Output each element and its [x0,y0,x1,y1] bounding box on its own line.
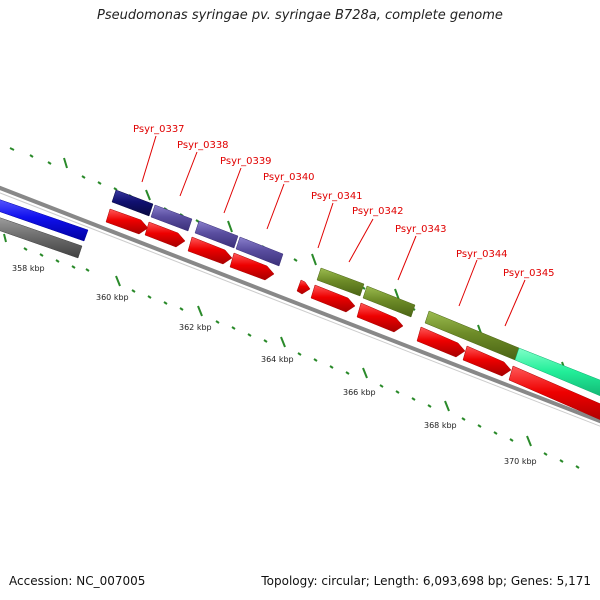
gene-label-psyr-0345[interactable]: Psyr_0345 [503,268,555,279]
genome-backbone [0,185,600,427]
cds-arrow [310,284,356,313]
gray-feature [0,217,83,259]
gene-feature-navy [111,189,154,217]
gene-label-psyr-0342[interactable]: Psyr_0342 [352,206,404,217]
cds-arrow [462,345,512,377]
kbp-label: 370 kbp [504,457,537,466]
gene-feature-purple-2 [194,220,239,249]
gene-feature-blue [0,199,89,242]
cds-arrow [187,236,233,265]
gene-feature-purple-3 [235,236,284,267]
gene-label-psyr-0341[interactable]: Psyr_0341 [311,191,363,202]
forward-strand-genes [0,189,600,397]
gene-feature-olive-2 [362,285,416,318]
gene-feature-purple-1 [150,204,193,232]
gene-label-psyr-0343[interactable]: Psyr_0343 [395,224,447,235]
cds-arrow [296,279,311,295]
accession-text: Accession: NC_007005 [9,574,146,588]
gene-feature-teal [514,347,600,397]
kbp-label: 368 kbp [424,421,457,430]
kbp-label: 360 kbp [96,293,129,302]
cds-arrow [144,221,186,248]
gene-label-psyr-0340[interactable]: Psyr_0340 [263,172,315,183]
cds-arrow [356,302,404,333]
gene-label-psyr-0344[interactable]: Psyr_0344 [456,249,508,260]
cds-arrow [229,252,275,281]
gene-label-psyr-0337[interactable]: Psyr_0337 [133,124,185,135]
leader-lines [141,135,526,327]
kbp-label: 366 kbp [343,388,376,397]
gene-label-psyr-0339[interactable]: Psyr_0339 [220,156,272,167]
inner-tick-ring [3,233,580,469]
cds-arrow [105,208,149,235]
gene-feature-olive-1 [316,267,365,297]
kbp-label: 362 kbp [179,323,212,332]
cds-arrows [0,208,600,420]
gene-label-psyr-0338[interactable]: Psyr_0338 [177,140,229,151]
cds-arrow [508,365,600,420]
map-title: Pseudomonas syringae pv. syringae B728a,… [97,8,503,23]
kbp-label: 364 kbp [261,355,294,364]
kbp-label: 358 kbp [12,264,45,273]
genome-summary-text: Topology: circular; Length: 6,093,698 bp… [261,574,591,588]
cds-arrow [416,326,466,358]
